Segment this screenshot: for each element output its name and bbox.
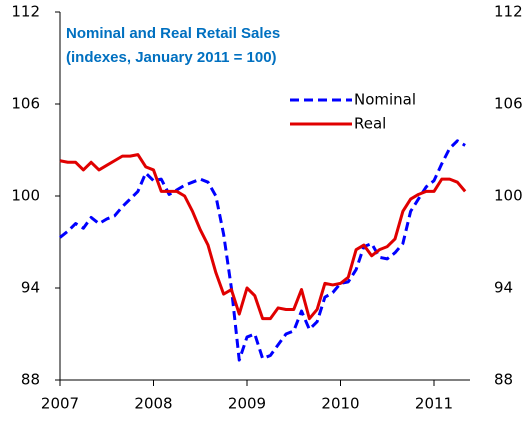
y2-tick-label: 94 — [494, 279, 513, 297]
y2-tick-label: 88 — [494, 371, 513, 389]
legend-label: Real — [354, 115, 386, 133]
y2-tick-label: 100 — [494, 187, 523, 205]
x-tick-label: 2007 — [41, 395, 79, 413]
legend-label: Nominal — [354, 91, 416, 109]
x-tick-label: 2008 — [134, 395, 172, 413]
y-tick-label: 106 — [11, 95, 40, 113]
x-tick-label: 2011 — [415, 395, 453, 413]
x-tick-label: 2010 — [321, 395, 359, 413]
x-tick-label: 2009 — [228, 395, 266, 413]
y2-tick-label: 112 — [494, 3, 523, 21]
chart-title: Nominal and Real Retail Sales — [66, 25, 280, 42]
series-line — [59, 139, 466, 362]
y-tick-label: 112 — [11, 3, 40, 21]
y-tick-label: 88 — [21, 371, 40, 389]
y-tick-label: 100 — [11, 187, 40, 205]
y-tick-label: 94 — [21, 279, 40, 297]
y2-tick-label: 106 — [494, 95, 523, 113]
series-line — [59, 153, 467, 321]
chart-subtitle: (indexes, January 2011 = 100) — [66, 49, 277, 66]
